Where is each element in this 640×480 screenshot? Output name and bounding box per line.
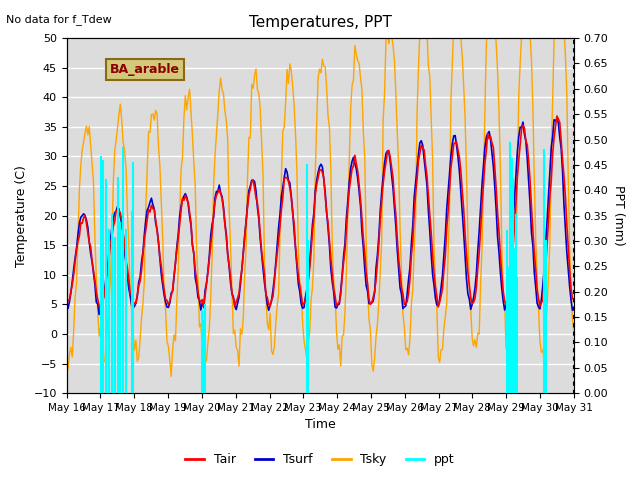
Legend: Tair, Tsurf, Tsky, ppt: Tair, Tsurf, Tsky, ppt <box>180 448 460 471</box>
Text: No data for f_Tdew: No data for f_Tdew <box>6 14 112 25</box>
X-axis label: Time: Time <box>305 419 335 432</box>
Title: Temperatures, PPT: Temperatures, PPT <box>249 15 392 30</box>
Text: BA_arable: BA_arable <box>110 63 180 76</box>
Y-axis label: PPT (mm): PPT (mm) <box>612 185 625 246</box>
Y-axis label: Temperature (C): Temperature (C) <box>15 165 28 266</box>
